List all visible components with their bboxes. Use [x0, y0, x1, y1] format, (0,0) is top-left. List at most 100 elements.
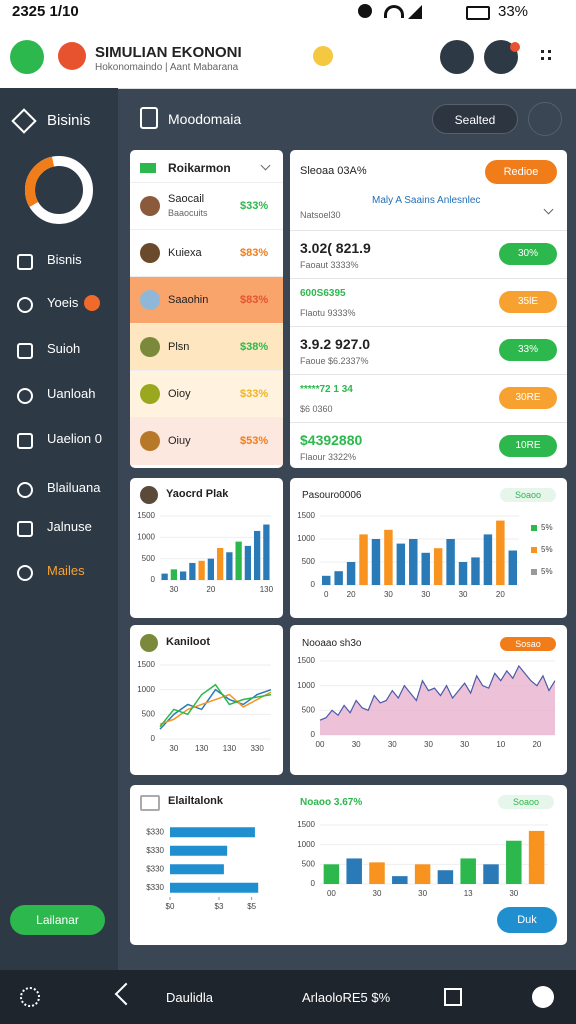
nav-item-icon[interactable] [17, 521, 33, 537]
row-button[interactable]: 35lE [499, 291, 557, 313]
chevron[interactable] [260, 160, 271, 171]
x-tick-label: $5 [247, 902, 256, 911]
bar [170, 569, 178, 580]
x-tick-label: 130 [260, 585, 274, 594]
nav-item-icon[interactable] [17, 297, 33, 313]
bar [458, 562, 468, 585]
ranking-row[interactable]: Oioy $33% [130, 370, 283, 418]
y-tick-label: 1500 [137, 660, 155, 669]
badge[interactable]: Sosao [500, 637, 556, 651]
row-button[interactable]: 10RE [499, 435, 557, 457]
row-button[interactable]: 30% [499, 243, 557, 265]
nav-item[interactable]: Uanloah [47, 386, 96, 401]
y-tick-label: 0 [151, 575, 156, 584]
area-fill [320, 665, 555, 735]
status-battery: 33% [498, 3, 529, 20]
nav-item[interactable]: Suioh [47, 341, 81, 356]
chart-card: Pasouro0006 Soaoo 0 500 1000 1500 0 20 30 30 30 20 5… [290, 478, 567, 618]
bar [170, 845, 228, 856]
market-row[interactable]: 3.02( 821.9 Faoaut 3333% 30% [290, 230, 567, 279]
x-tick-label: 30 [460, 740, 469, 749]
x-tick-label: 0 [324, 590, 329, 599]
nav-item[interactable]: Bisnis [47, 252, 82, 267]
bar [433, 548, 443, 585]
x-tick-label: 10 [496, 740, 505, 749]
x-tick-label: 330 [250, 744, 264, 753]
nav-badge [84, 295, 100, 311]
x-tick-label: 00 [316, 740, 325, 749]
more-button[interactable] [541, 50, 551, 60]
menu-button[interactable] [10, 40, 44, 74]
line-series [159, 688, 272, 730]
y-tick-label: 0 [311, 879, 316, 888]
badge[interactable]: Soaoo [500, 488, 556, 502]
ranking-row[interactable]: Saaohin $83% [130, 276, 283, 324]
legend-label: 5% [541, 523, 553, 532]
market-row[interactable]: $4392880 Flaour 3322% 10RE [290, 422, 567, 468]
nav-item-icon[interactable] [17, 343, 33, 359]
nav-settings[interactable] [532, 986, 554, 1008]
nav-item[interactable]: Blailuana [47, 480, 101, 495]
y-tick-label: $330 [146, 864, 164, 873]
row-name: Kuiexa [168, 247, 202, 259]
ranking-row[interactable]: Oiuy $53% [130, 417, 283, 465]
chart-button[interactable]: Duk [497, 907, 557, 933]
nav-text[interactable]: ArlaoloRE5 $% [302, 990, 391, 1005]
market-row[interactable]: 600S6395 Flaotu 9333% 35lE [290, 278, 567, 327]
bar [161, 573, 168, 580]
bar [235, 541, 242, 580]
nav-item[interactable]: Jalnuse [47, 519, 92, 534]
nav-text[interactable]: Daulidla [166, 990, 213, 1005]
nav-item-icon[interactable] [17, 565, 33, 581]
ranking-row[interactable]: Kuiexa $83% [130, 229, 283, 277]
ranking-row[interactable]: Saocail Baaocuits $33% [130, 182, 283, 230]
row-name: Oioy [168, 388, 191, 400]
market-row[interactable]: 3.9.2 927.0 Faoue $6.2337% 33% [290, 326, 567, 375]
ranking-card: Roikarmon Saocail Baaocuits $33% Kuiexa $83% S… [130, 150, 283, 468]
bar [414, 864, 431, 884]
market-card: Sleoaa 03A% Redioe Maly A Saains Anlesnlec… [290, 150, 567, 468]
bar [346, 858, 362, 884]
row-button[interactable]: 30RE [499, 387, 557, 409]
market-row[interactable]: *****72 1 34 $6 0360 30RE [290, 374, 567, 423]
nav-item[interactable]: Uaelion 0 [47, 431, 102, 446]
x-tick-label: 20 [532, 740, 541, 749]
ranking-row[interactable]: Plsn $38% [130, 323, 283, 371]
nav-item-icon[interactable] [17, 388, 33, 404]
nav-item-icon[interactable] [17, 433, 33, 449]
x-tick-label: 30 [169, 744, 178, 753]
y-tick-label: 1500 [297, 511, 315, 520]
lock-button[interactable] [440, 40, 474, 74]
toolbar-button[interactable]: Sealted [432, 104, 518, 134]
line-series [159, 691, 272, 725]
badge[interactable]: Soaoo [498, 795, 554, 809]
bar [170, 827, 255, 838]
row-value: $4392880 [300, 432, 363, 448]
header [0, 24, 576, 89]
row-button[interactable]: 33% [499, 339, 557, 361]
row-value: 3.9.2 927.0 [300, 336, 371, 352]
chevron[interactable] [543, 204, 554, 215]
row-sub: Faoue $6.2337% [300, 356, 369, 366]
sidebar-button[interactable]: Lailanar [10, 905, 105, 935]
nav-item-icon[interactable] [17, 482, 33, 498]
chart-title: Nooaao sh3o [302, 638, 362, 649]
market-button[interactable]: Redioe [485, 160, 557, 184]
x-tick-label: 20 [347, 590, 356, 599]
bar-chart: 0 500 1000 1500 00 30 30 13 30 [297, 820, 548, 898]
toolbar-action[interactable] [528, 102, 562, 136]
nav-item-icon[interactable] [17, 254, 33, 270]
y-tick-label: 500 [142, 709, 156, 718]
y-tick-label: 500 [302, 859, 316, 868]
area-chart: 0 500 1000 1500 00 30 30 30 30 10 20 [297, 656, 556, 749]
status-time: 2325 1/10 [12, 3, 79, 20]
x-tick-label: 30 [418, 889, 427, 898]
nav-item[interactable]: Mailes [47, 563, 85, 578]
nav-icon[interactable] [20, 987, 40, 1007]
bar [471, 557, 480, 585]
y-tick-label: 1500 [137, 511, 155, 520]
nav-item[interactable]: Yoeis [47, 295, 79, 310]
x-tick-label: $0 [166, 902, 175, 911]
nav-window[interactable] [444, 988, 462, 1006]
